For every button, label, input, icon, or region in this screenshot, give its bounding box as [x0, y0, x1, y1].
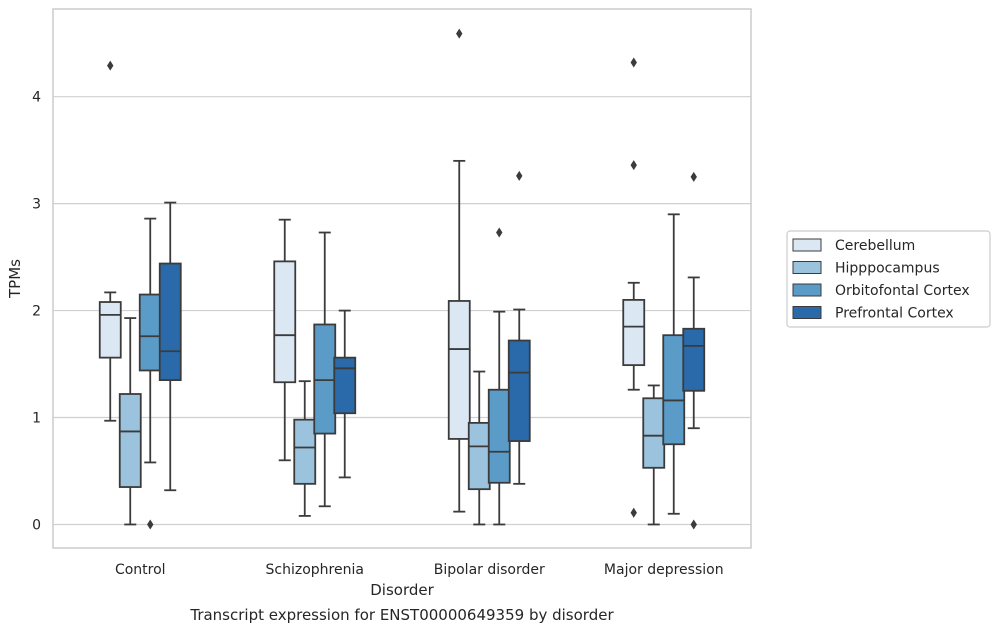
- box-iqr: [293, 418, 317, 485]
- box-orbitofontal-cortex: [662, 213, 686, 515]
- box-iqr: [158, 262, 182, 381]
- x-tick-label: Bipolar disorder: [434, 562, 545, 578]
- outlier-point: [690, 519, 697, 530]
- legend-swatch: [792, 283, 822, 297]
- plot-area-frame: [52, 8, 752, 549]
- legend-swatch: [792, 261, 822, 274]
- y-tick-labels: 0 1 2 3 4: [32, 90, 41, 534]
- box-prefrontal-cortex: [507, 170, 531, 485]
- x-axis-label: Disorder: [370, 581, 434, 599]
- y-axis-label: TPMs: [6, 259, 24, 299]
- x-tick-label: Major depression: [604, 562, 724, 578]
- box-iqr: [622, 298, 646, 367]
- box-iqr: [333, 356, 357, 415]
- box-prefrontal-cortex: [333, 309, 357, 479]
- box-hipppocampus: [642, 384, 666, 526]
- legend-frame: [786, 230, 991, 328]
- x-tick-labels: Control Schizophrenia Bipolar disorder Majo…: [115, 562, 724, 578]
- y-tick-label: 2: [32, 304, 41, 320]
- box-orbitofontal-cortex: [487, 227, 511, 526]
- legend-swatch: [792, 238, 822, 252]
- x-tick-label: Schizophrenia: [266, 562, 364, 578]
- y-tick-label: 3: [32, 197, 41, 213]
- box-iqr: [487, 388, 511, 484]
- outlier-point: [147, 519, 154, 530]
- box-hipppocampus: [467, 370, 491, 526]
- box-prefrontal-cortex: [158, 201, 182, 492]
- y-tick-label: 1: [32, 411, 41, 427]
- box-iqr: [447, 300, 471, 440]
- box-hipppocampus: [293, 380, 317, 517]
- legend-swatch: [792, 306, 822, 319]
- outlier-point: [107, 60, 114, 71]
- outlier-point: [630, 57, 637, 68]
- box-iqr: [273, 260, 297, 384]
- figure-caption: Transcript expression for ENST0000064935…: [190, 606, 614, 624]
- legend: Cerebellum Hipppocampus Orbitofontal Corte…: [786, 230, 991, 328]
- box-cerebellum: [273, 218, 297, 462]
- box-prefrontal-cortex: [682, 171, 706, 530]
- legend-entry-label: Orbitofontal Cortex: [835, 283, 970, 299]
- legend-entry-label: Hipppocampus: [835, 261, 940, 277]
- y-tick-label: 4: [32, 90, 41, 106]
- box-orbitofontal-cortex: [313, 231, 337, 508]
- legend-entry-label: Cerebellum: [835, 238, 915, 254]
- outlier-point: [516, 170, 523, 181]
- box-orbitofontal-cortex: [138, 217, 162, 530]
- box-hipppocampus: [118, 317, 142, 526]
- outlier-point: [456, 28, 463, 39]
- box-iqr: [98, 301, 122, 359]
- legend-entry-label: Prefrontal Cortex: [835, 306, 954, 322]
- box-iqr: [682, 327, 706, 392]
- box-iqr: [467, 421, 491, 491]
- outlier-point: [630, 160, 637, 171]
- box-cerebellum: [447, 28, 471, 513]
- box-cerebellum: [622, 57, 646, 518]
- box-iqr: [642, 397, 666, 469]
- box-iqr: [507, 339, 531, 442]
- outlier-point: [630, 507, 637, 518]
- box-iqr: [138, 293, 162, 372]
- box-cerebellum: [98, 60, 122, 422]
- box-iqr: [662, 334, 686, 446]
- y-tick-label: 0: [32, 517, 41, 533]
- box-iqr: [118, 393, 142, 488]
- box-series-layer: [98, 28, 706, 530]
- outlier-point: [690, 171, 697, 182]
- x-tick-label: Control: [115, 562, 166, 578]
- box-iqr: [313, 323, 337, 435]
- outlier-point: [496, 227, 503, 238]
